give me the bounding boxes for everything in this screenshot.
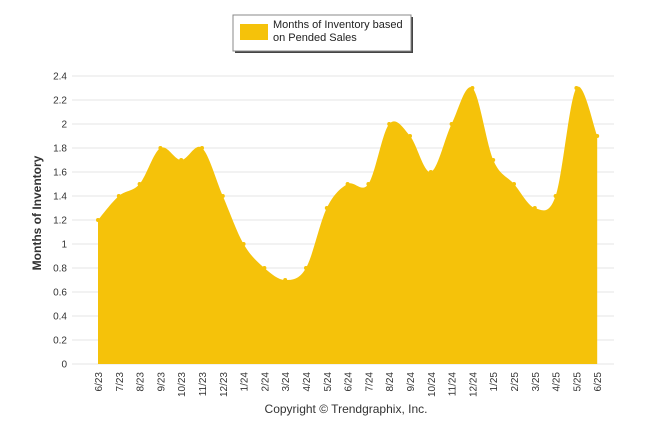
data-point [532,206,537,210]
y-tick-label: 0.4 [53,312,67,323]
data-point [220,194,225,198]
x-tick-label: 10/24 [427,372,438,397]
legend: Months of Inventory based on Pended Sale… [232,14,413,53]
x-tick-label: 9/24 [406,372,417,392]
y-tick-label: 1.4 [53,192,67,203]
x-tick-label: 12/23 [219,372,230,397]
data-point [179,158,184,162]
area-series [98,86,598,365]
y-axis-ticks: 0 0.2 0.4 0.6 0.8 1 1.2 1.4 1.6 1.8 2 2.2 2.4 [53,72,67,371]
x-tick-label: 11/24 [448,372,459,397]
data-point [116,194,121,198]
x-axis-ticks: 6/23 7/23 8/23 9/23 10/23 11/23 12/23 1/24 2/24 3… [94,372,604,397]
copyright: Copyright © Trendgraphix, Inc. [265,402,428,416]
y-tick-label: 0.8 [53,264,67,275]
data-point [387,122,392,126]
x-tick-label: 11/23 [198,372,209,397]
x-tick-label: 7/23 [115,372,126,392]
legend-swatch [240,24,268,40]
y-tick-label: 1.6 [53,168,67,179]
x-tick-label: 8/23 [136,372,147,392]
data-point [158,146,163,150]
data-point [491,158,496,162]
x-tick-label: 4/25 [552,372,563,392]
x-tick-label: 3/24 [281,372,292,392]
data-point [137,182,142,186]
data-point [574,86,579,90]
x-tick-label: 10/23 [177,372,188,397]
x-tick-label: 6/23 [94,372,105,392]
y-tick-label: 2 [61,120,67,131]
data-point [595,134,600,138]
data-point [200,146,204,150]
data-point [366,182,371,186]
y-tick-label: 0.6 [53,288,67,299]
data-point [512,182,516,186]
data-point [96,218,100,222]
x-tick-label: 6/24 [344,372,355,392]
y-tick-label: 0.2 [53,336,67,347]
legend-line-1: Months of Inventory based [273,19,403,31]
data-point [241,242,246,246]
x-tick-label: 4/24 [302,372,313,392]
y-tick-label: 1.2 [53,216,67,227]
y-tick-label: 2.4 [53,72,67,83]
x-tick-label: 5/24 [323,372,334,392]
data-points [96,86,600,282]
x-tick-label: 2/25 [510,372,521,392]
data-point [304,266,308,270]
y-tick-label: 0 [61,360,67,371]
legend-line-2: on Pended Sales [273,32,357,44]
x-tick-label: 6/25 [593,372,604,392]
y-axis-label: Months of Inventory [30,155,44,270]
data-point [449,122,454,126]
x-tick-label: 5/25 [572,372,583,392]
x-tick-label: 9/23 [156,372,167,392]
data-point [345,182,350,186]
x-tick-label: 12/24 [468,372,479,397]
data-point [283,278,288,282]
x-tick-label: 3/25 [531,372,542,392]
data-point [428,170,433,174]
x-tick-label: 8/24 [385,372,396,392]
area-path [98,86,598,365]
x-tick-label: 1/24 [240,372,251,392]
data-point [408,134,412,138]
x-tick-label: 1/25 [489,372,500,392]
y-tick-label: 2.2 [53,96,67,107]
data-point [324,206,329,210]
data-point [262,266,267,270]
data-point [553,194,558,198]
x-tick-label: 2/24 [260,372,271,392]
data-point [470,86,475,90]
x-tick-label: 7/24 [364,372,375,392]
y-tick-label: 1 [61,240,67,251]
y-tick-label: 1.8 [53,144,67,155]
